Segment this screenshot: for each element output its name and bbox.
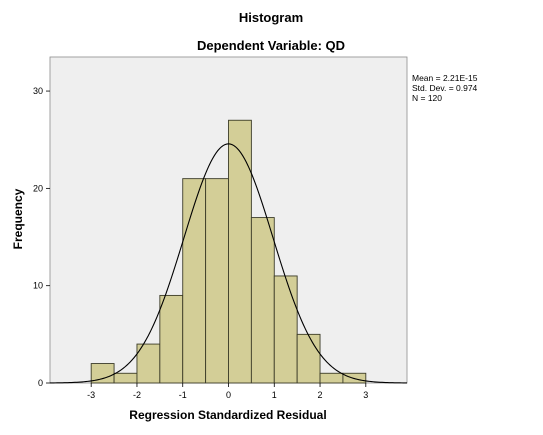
histogram-bar-7	[228, 119, 252, 384]
stats-n: N = 120	[412, 93, 442, 103]
y-tick-label: 30	[33, 86, 43, 96]
x-tick-label: 3	[363, 390, 368, 400]
histogram-bar-9	[273, 275, 298, 384]
x-tick-label: -2	[133, 390, 141, 400]
x-tick-label: -3	[87, 390, 95, 400]
y-axis-label: Frequency	[11, 188, 25, 249]
y-tick-label: 20	[33, 183, 43, 193]
chart-title: Histogram	[239, 10, 303, 25]
y-tick-label: 10	[33, 281, 43, 291]
stats-mean: Mean = 2.21E-15	[412, 73, 478, 83]
x-tick-label: -1	[179, 390, 187, 400]
y-tick-label: 0	[38, 378, 43, 388]
bars-layer	[90, 119, 367, 384]
histogram-bar-8	[250, 217, 275, 384]
x-tick-label: 0	[226, 390, 231, 400]
chart-subtitle: Dependent Variable: QD	[197, 38, 345, 53]
normal-curve	[49, 143, 408, 384]
histogram-bar-10	[296, 333, 321, 384]
stats-std-dev: Std. Dev. = 0.974	[412, 83, 478, 93]
histogram-bar-11	[319, 372, 344, 384]
x-axis-label: Regression Standardized Residual	[129, 408, 326, 422]
histogram-bar-2	[113, 372, 138, 384]
x-tick-label: 1	[272, 390, 277, 400]
x-tick-label: 2	[318, 390, 323, 400]
histogram-bar-6	[205, 178, 229, 384]
histogram-bar-5	[182, 178, 207, 384]
histogram-bar-4	[159, 294, 184, 384]
